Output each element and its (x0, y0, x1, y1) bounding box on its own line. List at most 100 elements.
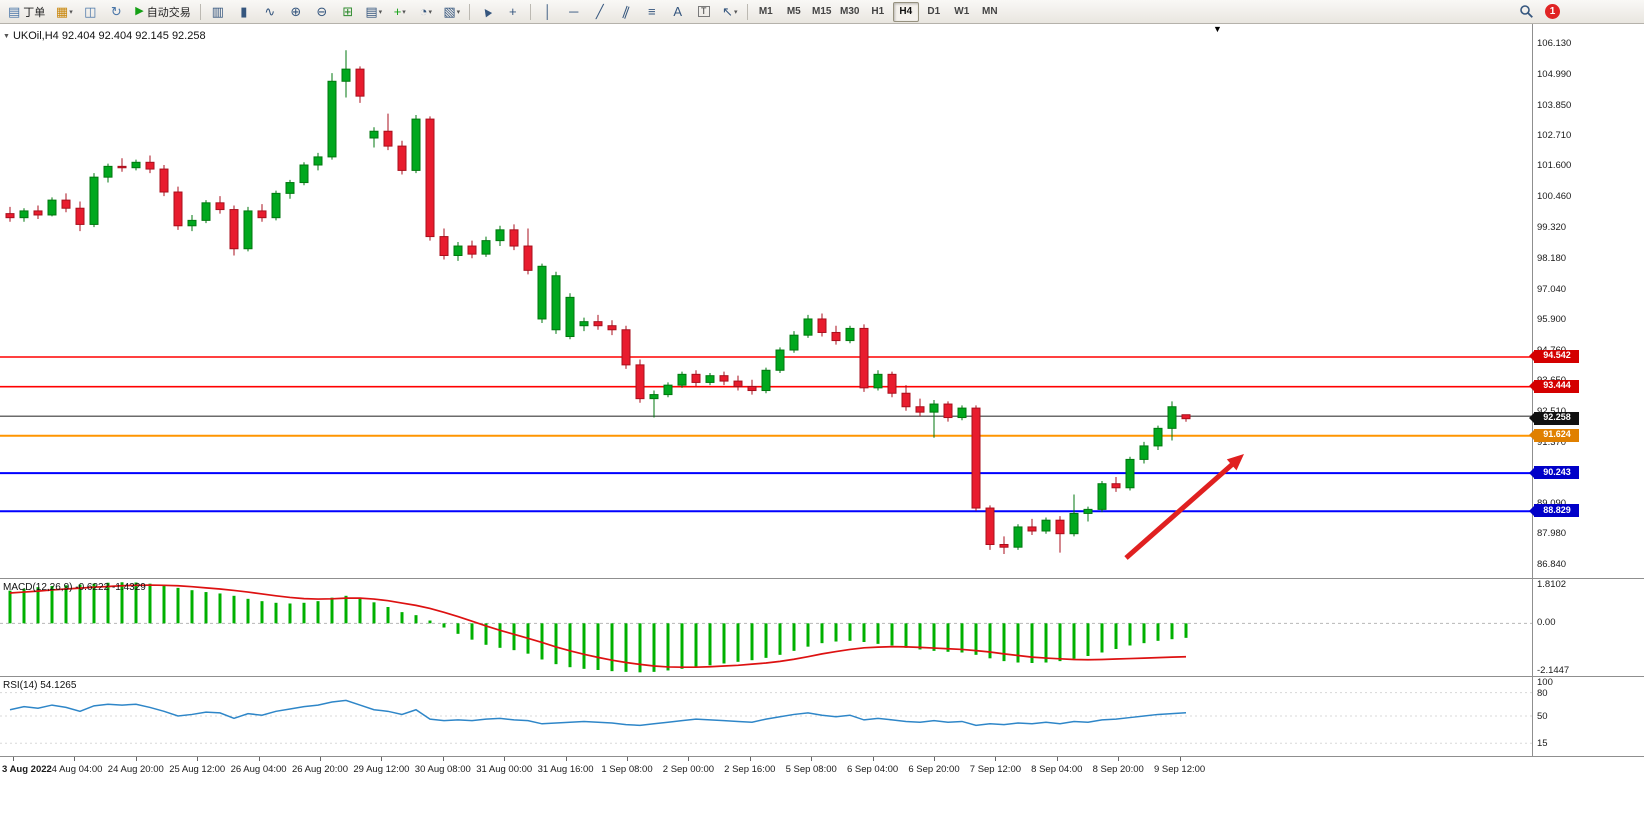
rsi-plot[interactable] (0, 677, 1533, 756)
search-button[interactable] (1513, 1, 1539, 23)
price-tag-notch (1529, 430, 1534, 441)
arrows-dropdown-icon[interactable]: ▾ (733, 8, 738, 16)
timeframe-m30[interactable]: M30 (840, 6, 860, 17)
candlestick-chart-icon[interactable]: ▮ (231, 1, 257, 23)
rsi-axis[interactable]: 100 80 50 15 (1533, 677, 1623, 756)
channel-icon[interactable]: ∥ (613, 1, 639, 23)
horizontal-line-icon[interactable]: ─ (561, 1, 587, 23)
bar-chart-icon[interactable]: ▥ (205, 1, 231, 23)
chart-list-icon[interactable]: ▤ ▾ (361, 1, 387, 23)
timeframe-m5[interactable]: M5 (786, 6, 801, 17)
time-tick (811, 757, 813, 761)
text-icon[interactable]: A (665, 1, 691, 23)
time-axis-label: 3 Aug 2022 (2, 764, 52, 775)
macd-signal-line (9, 584, 1187, 669)
tile-windows-icon: ⊞ (342, 4, 354, 19)
indicators-dropdown-icon[interactable]: ▾ (402, 8, 406, 16)
notification-badge[interactable]: 1 (1545, 4, 1560, 19)
price-axis-label: 100.460 (1537, 191, 1572, 203)
timeframe-h1[interactable]: H1 (871, 6, 885, 17)
chart-title-text: UKOil,H4 92.404 92.404 92.145 92.258 (12, 30, 206, 42)
timeframe-w1[interactable]: W1 (954, 6, 970, 17)
price-axis-label: 101.600 (1537, 160, 1572, 172)
timeframe-d1[interactable]: D1 (927, 6, 941, 17)
price-axis-label: 87.980 (1537, 528, 1567, 540)
new-chart-icon[interactable]: ▦ ▾ (51, 1, 77, 23)
price-axis-label: 91.370 (1537, 436, 1567, 448)
template-dropdown-icon[interactable]: ▾ (456, 8, 461, 16)
tile-windows-icon[interactable]: ⊞ (335, 1, 361, 23)
macd-plot[interactable] (0, 579, 1533, 676)
new-chart-icon: ▦ (55, 4, 69, 19)
price-tag: 94.542 (1529, 349, 1579, 363)
time-tick (872, 757, 874, 761)
cursor-icon[interactable]: ▲ (474, 1, 500, 23)
price-axis-label: 104.990 (1537, 68, 1572, 80)
time-tick (1179, 757, 1181, 761)
periods-dropdown-icon[interactable]: ▾ (428, 8, 432, 16)
macd-panel: MACD(12,26,9) -0.6222 -1.4329 1.8102 0.00… (0, 578, 1644, 676)
timeframe-m15[interactable]: M15 (812, 6, 832, 17)
price-axis-label: 102.710 (1537, 130, 1572, 142)
indicators-icon[interactable]: + ▾ (387, 1, 413, 23)
time-axis-label: 30 Aug 08:00 (414, 764, 471, 775)
price-axis-label: 86.840 (1537, 559, 1567, 571)
time-axis-label: 2 Sep 00:00 (662, 764, 715, 775)
arrows-icon: ↖ (722, 4, 733, 19)
time-axis-label: 1 Sep 08:00 (601, 764, 653, 775)
zoom-in-icon[interactable]: ⊕ (283, 1, 309, 23)
horizontal-line-icon: ─ (569, 4, 579, 19)
refresh-icon[interactable]: ↻ (103, 1, 129, 23)
price-axis-label: 95.900 (1537, 314, 1567, 326)
vertical-line-icon[interactable]: │ (535, 1, 561, 23)
new-order-label: 丁单 (23, 6, 46, 19)
trend-arrow-annotation[interactable] (1124, 454, 1244, 560)
play-icon: ▶ (135, 5, 144, 17)
price-tag: 88.829 (1529, 504, 1579, 518)
timeframe-mn[interactable]: MN (981, 6, 998, 17)
rsi-axis-label: 15 (1537, 738, 1548, 750)
new-chart-dropdown-icon[interactable]: ▾ (69, 8, 73, 16)
time-tick (74, 757, 76, 761)
arrows-icon[interactable]: ↖ ▾ (717, 1, 743, 23)
horizontal-lines[interactable] (0, 356, 1532, 513)
autotrade-button[interactable]: ▶ 自动交易 (130, 1, 195, 23)
timeframe-m1[interactable]: M1 (758, 6, 773, 17)
price-axis[interactable]: 106.130 104.990 103.850 102.710 101.600 100.4… (1529, 24, 1623, 578)
chart-list-icon: ▤ (365, 4, 378, 19)
candles (5, 50, 1191, 554)
crosshair-icon[interactable]: + (500, 1, 526, 23)
template-icon[interactable]: ▧ ▾ (439, 1, 465, 23)
time-tick (1056, 757, 1058, 761)
new-order-button[interactable]: ▤ 丁单 (3, 1, 50, 23)
trendline-icon[interactable]: ╱ (587, 1, 613, 23)
periods-icon[interactable]: ◔ ▾ (413, 1, 439, 23)
zoom-out-icon[interactable]: ⊖ (309, 1, 335, 23)
time-tick (627, 757, 628, 761)
text-label-icon[interactable]: T (691, 1, 717, 23)
time-axis[interactable]: 3 Aug 2022 24 Aug 04:00 24 Aug 20:00 25 Aug… (0, 756, 1644, 782)
autotrade-label: 自动交易 (146, 6, 191, 19)
fibonacci-icon[interactable]: ≡ (639, 1, 665, 23)
chart-list-dropdown-icon[interactable]: ▾ (378, 8, 383, 16)
chart-shift-marker[interactable]: ▼ (1213, 24, 1222, 34)
profiles-icon: ◫ (84, 4, 97, 19)
time-tick (1118, 757, 1120, 761)
macd-axis[interactable]: 1.8102 0.00 -2.1447 (1533, 579, 1623, 676)
zoom-in-icon: ⊕ (290, 4, 302, 19)
price-axis-label: 98.180 (1537, 252, 1567, 264)
vertical-line-icon: │ (543, 4, 552, 19)
time-axis-label: 7 Sep 12:00 (969, 764, 1022, 775)
price-axis-label: 99.320 (1537, 221, 1567, 233)
toolbar-separator (468, 3, 470, 20)
price-tag-notch (1529, 381, 1534, 392)
profiles-icon[interactable]: ◫ (77, 1, 103, 23)
timeframe-h4[interactable]: H4 (892, 1, 919, 22)
chart-menu-icon[interactable]: ▼ (3, 33, 10, 40)
time-tick (13, 757, 14, 761)
crosshair-icon: + (508, 4, 517, 19)
line-chart-icon[interactable]: ∿ (257, 1, 283, 23)
time-axis-label: 24 Aug 20:00 (107, 764, 164, 775)
price-chart-plot[interactable] (0, 24, 1533, 578)
